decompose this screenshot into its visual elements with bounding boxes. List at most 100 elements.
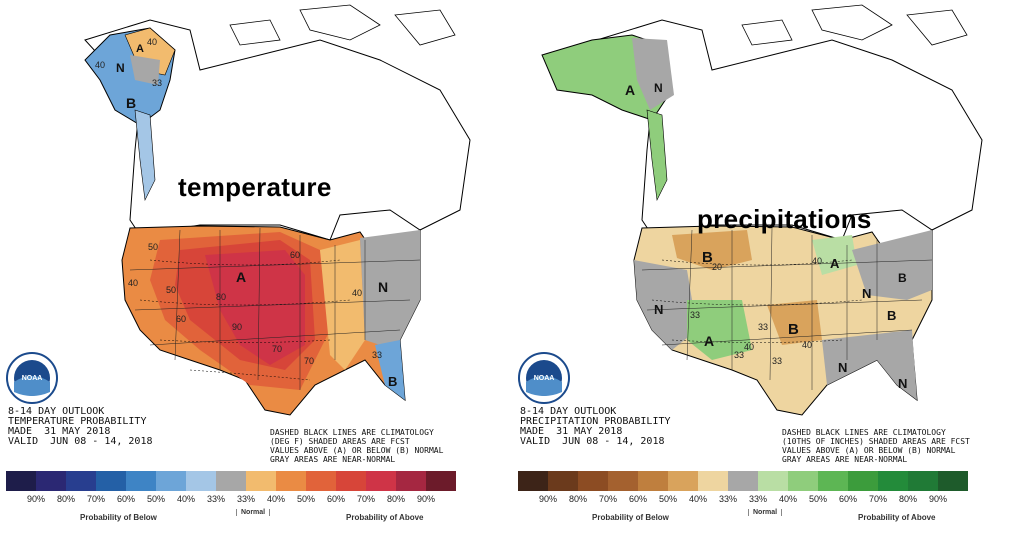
probability-scale-ticks: 90% 80% 70% 60% 50% 40% 33% 33% 40% 50% 60% 70% 80% 9…: [6, 494, 441, 504]
scale-swatch: [306, 471, 336, 491]
map-label-b-northeast: B: [898, 271, 907, 285]
info-line: MADE 31 MAY 2018: [520, 426, 623, 437]
logo-text: NOAA: [22, 375, 43, 382]
scale-tick-label: 33%: [718, 494, 737, 504]
scale-tick-label: 33%: [236, 494, 255, 504]
info-line: MADE 31 MAY 2018: [8, 426, 111, 437]
map-label-n-southeast: N: [898, 376, 907, 391]
bc-coast-region: [134, 109, 156, 202]
precipitation-big-label: precipitations: [697, 204, 872, 234]
scale-swatch: [6, 471, 36, 491]
legend-line: DASHED BLACK LINES ARE CLIMATOLOGY: [270, 428, 434, 437]
arctic-islands: [741, 4, 968, 46]
central-below-region: [767, 300, 822, 345]
scale-swatch: [246, 471, 276, 491]
legend-notes: DASHED BLACK LINES ARE CLIMATOLOGY (10THS…: [782, 428, 970, 464]
scale-tick-label: 33%: [748, 494, 767, 504]
scale-swatch: [788, 471, 818, 491]
map-label-b-central: B: [788, 321, 799, 338]
scale-swatch: [818, 471, 848, 491]
map-label-b-east: B: [887, 308, 896, 323]
map-label-a-southwest: A: [704, 333, 714, 349]
contour-value: 33: [734, 350, 744, 360]
temperature-panel: A A B N N B 40 33 40 50 40 50 60 70 80 9…: [0, 0, 508, 533]
scale-tick-label: 90%: [26, 494, 45, 504]
scale-swatch: [728, 471, 758, 491]
contour-value: 50: [148, 242, 158, 252]
noaa-logo: NOAA: [6, 352, 58, 404]
temperature-map: A A B N N B 40 33 40 50 40 50 60 70 80 9…: [84, 4, 471, 416]
logo-text: NOAA: [534, 375, 555, 382]
scale-tick-label: 80%: [56, 494, 75, 504]
tick-spacer: [6, 494, 21, 504]
scale-swatch: [126, 471, 156, 491]
contour-value: 20: [712, 262, 722, 272]
caption-above: Probability of Above: [346, 513, 424, 522]
scale-tick-label: 80%: [898, 494, 917, 504]
contour-value: 33: [758, 322, 768, 332]
alaska-normal-region: [130, 55, 160, 85]
scale-swatch: [426, 471, 456, 491]
contour-value: 40: [128, 278, 138, 288]
contour-value: 40: [802, 340, 812, 350]
scale-swatch: [96, 471, 126, 491]
legend-line: GRAY AREAS ARE NEAR-NORMAL: [782, 455, 908, 464]
contour-value: 50: [166, 285, 176, 295]
legend-line: DASHED BLACK LINES ARE CLIMATOLOGY: [782, 428, 946, 437]
info-line: PRECIPITATION PROBABILITY: [520, 416, 671, 427]
us-normal-west: [634, 260, 697, 350]
us-above-70: [205, 250, 305, 365]
precipitation-map: A N B A N A B N B N N B 20 33 33 40 33 4…: [541, 4, 983, 416]
state-borders: [641, 227, 933, 390]
outlook-info: 8-14 DAY OUTLOOK TEMPERATURE PROBABILITY M…: [8, 407, 153, 447]
caption-above: Probability of Above: [858, 513, 936, 522]
contour-value: 33: [690, 310, 700, 320]
scale-swatch: [908, 471, 938, 491]
scale-tick-label: 40%: [688, 494, 707, 504]
scale-tick-label: 33%: [206, 494, 225, 504]
contour-value: 40: [744, 342, 754, 352]
contour-value: 70: [272, 344, 282, 354]
map-label-a-alaska: A: [625, 82, 635, 98]
scale-tick-label: 60%: [628, 494, 647, 504]
probability-color-scale: [6, 471, 456, 491]
map-label-n-alaska: N: [116, 61, 125, 75]
map-label-n-south: N: [838, 360, 847, 375]
contour-value: 80: [216, 292, 226, 302]
map-label-b-florida: B: [388, 374, 397, 389]
scale-tick-label: 90%: [928, 494, 947, 504]
legend-line: VALUES ABOVE (A) OR BELOW (B) NORMAL: [782, 446, 956, 455]
map-label-n-west: N: [654, 302, 663, 317]
scale-swatch: [938, 471, 968, 491]
legend-notes: DASHED BLACK LINES ARE CLIMATOLOGY (DEG F…: [270, 428, 443, 464]
probability-color-scale: [518, 471, 968, 491]
us-normal-east: [360, 230, 420, 345]
scale-tick-label: 90%: [416, 494, 435, 504]
scale-swatch: [366, 471, 396, 491]
scale-tick-label: 70%: [356, 494, 375, 504]
scale-tick-label: 80%: [568, 494, 587, 504]
legend-line: (DEG F) SHADED AREAS ARE FCST: [270, 437, 410, 446]
contour-value: 70: [304, 356, 314, 366]
us-normal-northeast: [852, 230, 932, 300]
scale-swatch: [578, 471, 608, 491]
us-normal-southeast: [822, 330, 917, 400]
caption-normal: Normal: [236, 509, 271, 516]
caption-normal: Normal: [748, 509, 783, 516]
info-line: TEMPERATURE PROBABILITY: [8, 416, 147, 427]
probability-scale-ticks: 90% 80% 70% 60% 50% 40% 33% 33% 40% 50% 60% 70% 80% 9…: [518, 494, 953, 504]
scale-tick-label: 50%: [296, 494, 315, 504]
legend-line: (10THS OF INCHES) SHADED AREAS ARE FCST: [782, 437, 970, 446]
map-label-b-alaska: B: [126, 95, 136, 111]
florida-below-region: [375, 340, 405, 400]
scale-swatch: [276, 471, 306, 491]
info-line: VALID JUN 08 - 14, 2018: [8, 436, 153, 447]
contour-value: 33: [772, 356, 782, 366]
contour-value: 33: [152, 78, 162, 88]
caption-below: Probability of Below: [592, 513, 669, 522]
scale-tick-label: 60%: [838, 494, 857, 504]
scale-swatch: [518, 471, 548, 491]
contour-value: 90: [232, 322, 242, 332]
southwest-above-region: [687, 300, 752, 360]
scale-tick-label: 80%: [386, 494, 405, 504]
